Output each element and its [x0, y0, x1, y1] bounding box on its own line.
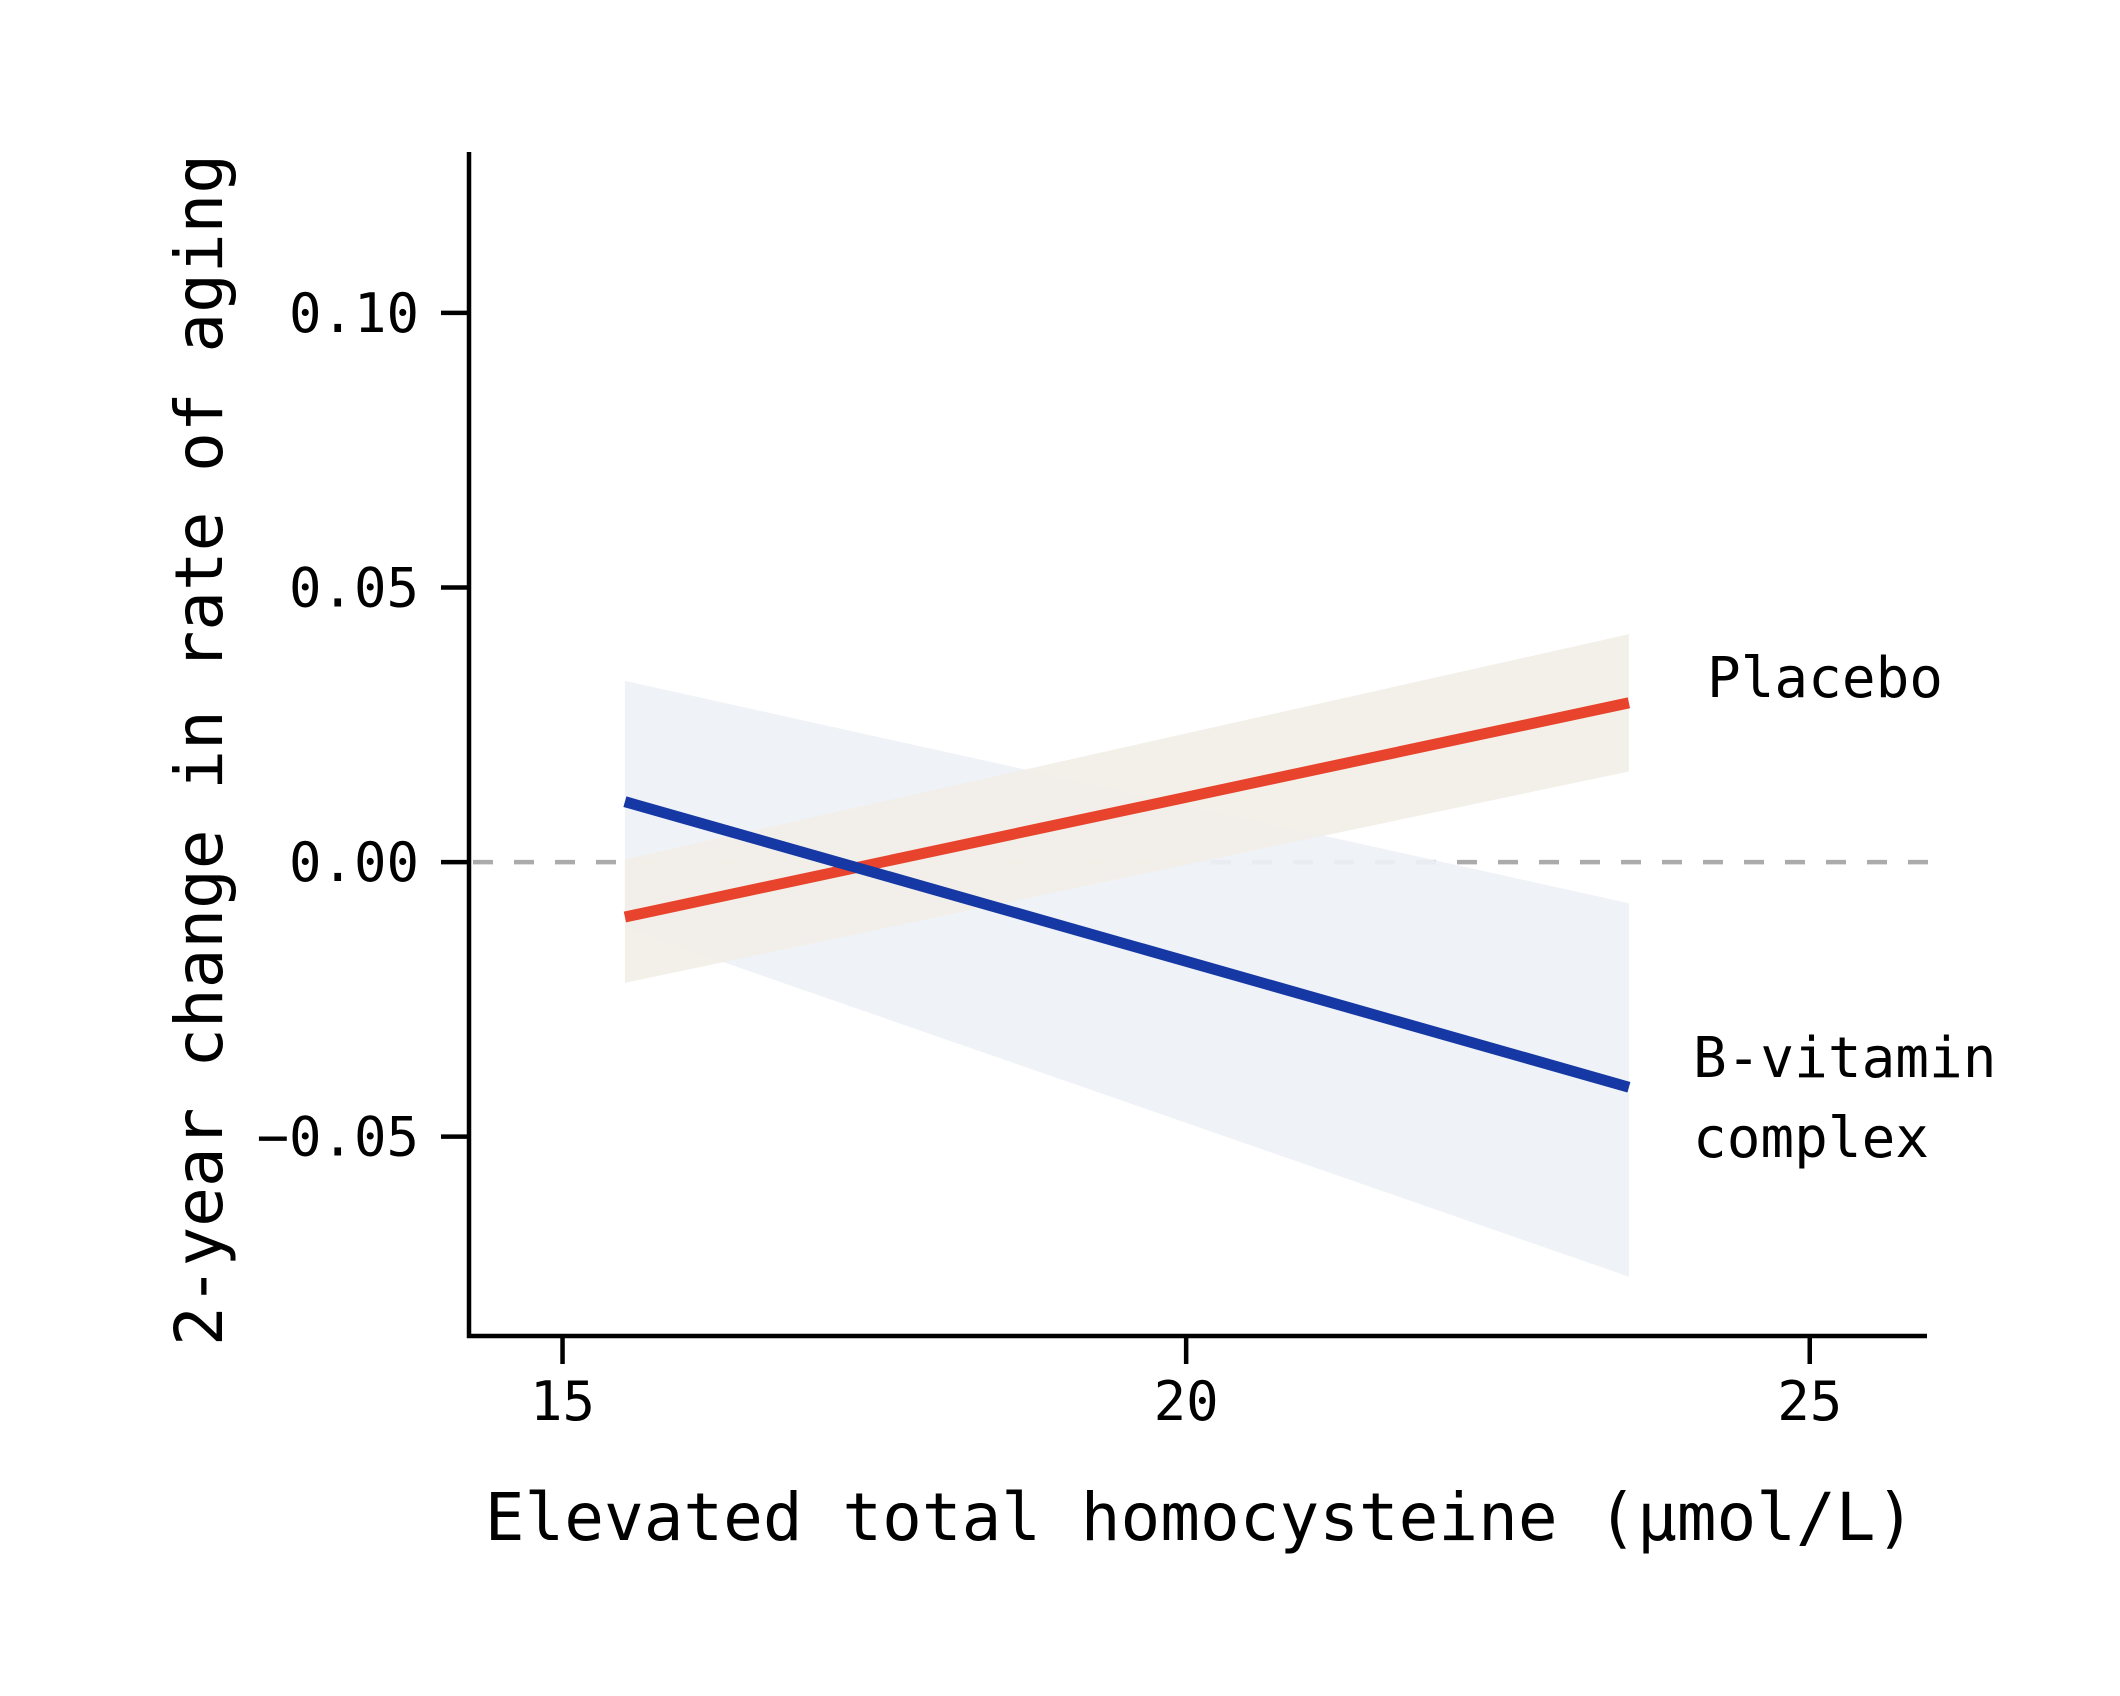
y-axis-label: 2-year change in rate of aging	[161, 154, 238, 1346]
x-axis-label: Elevated total homocysteine (μmol/L)	[485, 1479, 1915, 1556]
annotation-layer: Placebo B-vitamin complex	[1693, 646, 1996, 1171]
series-label-b-vitamin-complex: B-vitamin	[1693, 1026, 1996, 1091]
series-label-b-vitamin-complex: complex	[1693, 1106, 1929, 1171]
tick-label-layer: 15 20 25 0.10 0.05 0.00 −0.05	[256, 282, 1842, 1433]
y-tick-label: −0.05	[256, 1106, 419, 1169]
y-tick-label: 0.05	[289, 556, 419, 619]
trend-line-b-vitamin-complex	[623, 796, 1631, 1093]
y-tick-label: 0.00	[289, 831, 419, 894]
x-tick-label: 25	[1777, 1370, 1842, 1433]
x-tick-label: 15	[530, 1370, 595, 1433]
x-tick-label: 20	[1154, 1370, 1219, 1433]
trend-line-placebo	[623, 697, 1631, 923]
series-line-layer	[623, 697, 1631, 1093]
axes-layer	[441, 152, 1927, 1364]
y-tick-label: 0.10	[289, 282, 419, 345]
series-label-placebo: Placebo	[1707, 646, 1943, 711]
